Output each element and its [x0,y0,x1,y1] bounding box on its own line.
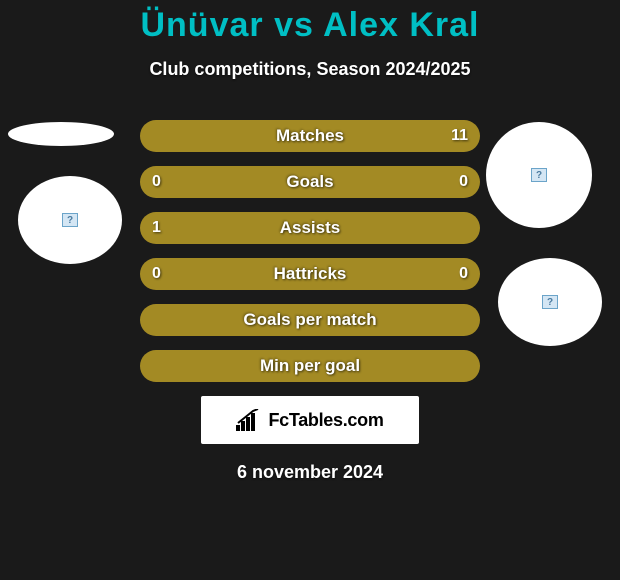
stat-label: Hattricks [274,264,347,284]
stat-left-value: 0 [152,173,161,191]
date-label: 6 november 2024 [0,462,620,483]
stat-label: Min per goal [260,356,360,376]
subtitle: Club competitions, Season 2024/2025 [0,59,620,80]
stat-row-assists: 1 Assists [140,212,480,244]
stats-list: Matches 11 0 Goals 0 1 Assists 0 Hattric… [140,120,480,382]
brand-text: FcTables.com [268,410,383,431]
stat-label: Assists [280,218,340,238]
player2-image-placeholder [486,122,592,228]
stat-row-min-per-goal: Min per goal [140,350,480,382]
comparison-title: Ünüvar vs Alex Kral [0,0,620,45]
stat-label: Goals [286,172,333,192]
title-player1: Ünüvar [140,6,263,44]
brand-badge: FcTables.com [201,396,419,444]
stat-right-value: 11 [451,127,468,145]
stat-label: Matches [276,126,344,146]
image-missing-icon [542,295,558,309]
player2-club-badge-placeholder [498,258,602,346]
stat-row-goals: 0 Goals 0 [140,166,480,198]
title-vs: vs [274,6,314,44]
stat-row-matches: Matches 11 [140,120,480,152]
stat-left-value: 1 [152,219,161,237]
stat-label: Goals per match [243,310,376,330]
stat-row-hattricks: 0 Hattricks 0 [140,258,480,290]
player1-club-badge-placeholder [18,176,122,264]
player1-image-placeholder-top [8,122,114,146]
stat-right-value: 0 [459,173,468,191]
stat-left-value: 0 [152,265,161,283]
signal-bars-icon [236,409,262,431]
image-missing-icon [62,213,78,227]
stat-row-goals-per-match: Goals per match [140,304,480,336]
image-missing-icon [531,168,547,182]
title-player2: Alex Kral [323,6,479,44]
stat-right-value: 0 [459,265,468,283]
